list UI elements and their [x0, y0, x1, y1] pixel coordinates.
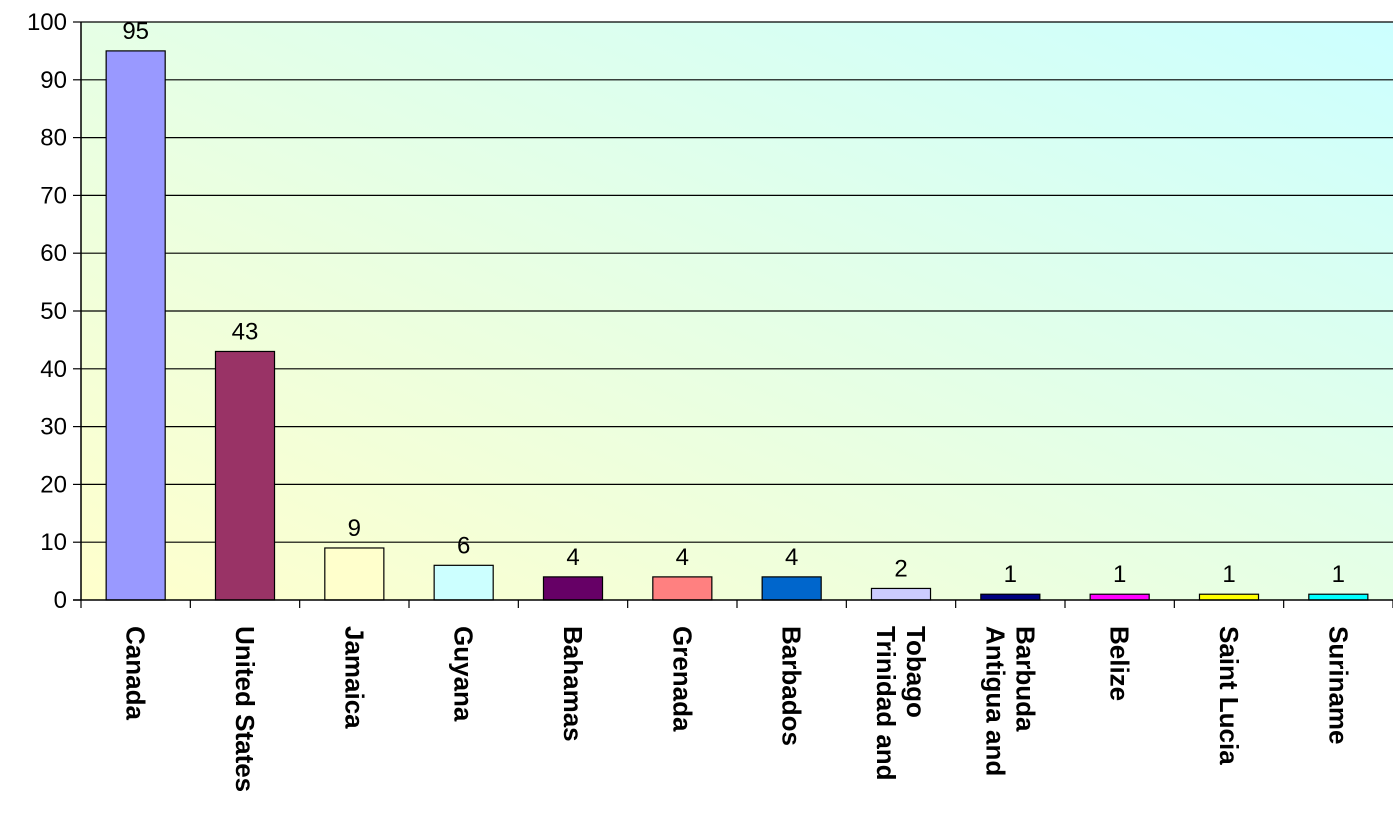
x-tick-label-line: Suriname [1323, 626, 1353, 745]
y-tick-label: 50 [40, 298, 67, 325]
x-tick-label-line: Grenada [667, 626, 697, 732]
data-label: 2 [894, 555, 907, 582]
axes [73, 21, 1393, 608]
x-tick-label: Jamaica [339, 626, 369, 729]
x-tick-label-line: Antigua and [980, 626, 1010, 776]
gridlines [81, 21, 1393, 543]
x-tick-label: Antigua and Barbuda [980, 626, 1040, 776]
x-tick-label: United States [230, 626, 260, 792]
data-label: 1 [1332, 561, 1345, 588]
x-tick-label-line: Barbuda [1010, 626, 1040, 732]
y-tick-label: 30 [40, 414, 67, 441]
bar [652, 576, 713, 601]
bar [105, 50, 166, 601]
bar [870, 587, 932, 601]
bar [1308, 593, 1369, 601]
y-tick-label: 10 [40, 529, 67, 556]
data-label: 1 [1222, 561, 1235, 588]
y-tick-labels: 0 10 20 30 40 50 60 70 80 90 100 [27, 9, 67, 614]
x-tick-label-line: Tobago [901, 626, 931, 718]
data-label: 1 [1004, 561, 1017, 588]
x-tick-label: Canada [121, 626, 151, 720]
data-label: 4 [785, 544, 798, 571]
x-tick-label: Bahamas [558, 626, 588, 742]
x-tick-labels: Canada United States Jamaica Guyana Bahamas G… [121, 626, 1354, 792]
data-label: 1 [1113, 561, 1126, 588]
x-tick-label-line: Barbados [777, 626, 807, 746]
x-tick-label-line: Belize [1105, 626, 1135, 701]
bar [433, 564, 494, 601]
bar [542, 576, 604, 601]
y-tick-label: 90 [40, 67, 67, 94]
y-tick-label: 0 [54, 587, 67, 614]
y-tick-label: 100 [27, 9, 67, 36]
data-label: 4 [676, 544, 689, 571]
x-tick-label: Grenada [667, 626, 697, 732]
data-labels: 95 43 9 6 4 4 4 2 1 1 1 1 [122, 18, 1345, 588]
x-tick-label: Suriname [1323, 626, 1353, 745]
x-tick-label-line: Bahamas [558, 626, 588, 742]
x-tick-label: Belize [1105, 626, 1135, 701]
x-tick-label-line: Trinidad and [871, 626, 901, 781]
x-tick-label: Barbados [777, 626, 807, 746]
x-tick-label-line: United States [230, 626, 260, 792]
y-tick-label: 40 [40, 356, 67, 383]
bars [105, 50, 1369, 601]
y-tick-label: 20 [40, 471, 67, 498]
x-tick-label: Trinidad and Tobago [871, 626, 931, 781]
data-label: 43 [232, 318, 259, 345]
y-tick-label: 60 [40, 240, 67, 267]
x-tick-label-line: Saint Lucia [1214, 626, 1244, 765]
x-tick-label: Saint Lucia [1214, 626, 1244, 765]
data-label: 95 [122, 18, 149, 45]
data-label: 9 [348, 515, 361, 542]
y-tick-label: 80 [40, 125, 67, 152]
bar [1089, 593, 1150, 601]
x-tick-label-line: Canada [121, 626, 151, 720]
y-tick-label: 70 [40, 182, 67, 209]
bar [980, 593, 1041, 601]
bar [761, 576, 822, 601]
x-tick-label: Guyana [449, 626, 479, 722]
x-tick-label-line: Jamaica [339, 626, 369, 729]
bar [1198, 593, 1260, 601]
bar [324, 547, 385, 601]
bar [214, 350, 276, 601]
data-label: 4 [566, 544, 579, 571]
data-label: 6 [457, 532, 470, 559]
x-tick-label-line: Guyana [449, 626, 479, 722]
